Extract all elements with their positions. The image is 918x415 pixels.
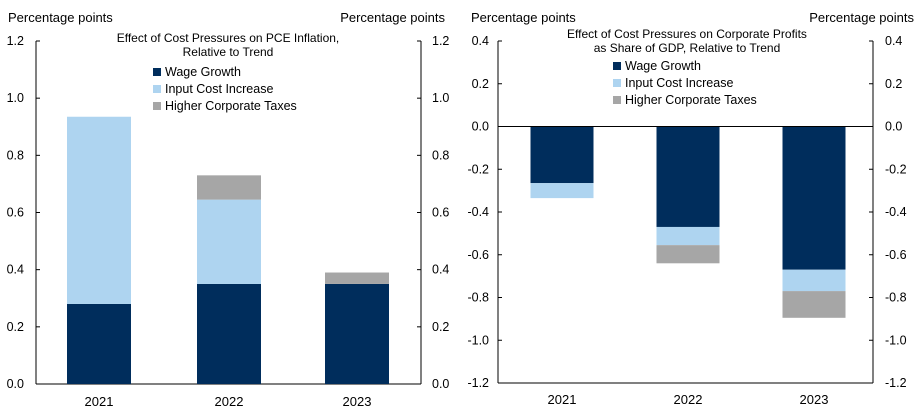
chart-title: Effect of Cost Pressures on Corporate Pr… [567,27,807,41]
legend-label: Wage Growth [165,65,241,79]
x-tick-label: 2023 [800,392,829,407]
bar-input-cost-increase-2022 [656,226,720,246]
left-axis-title: Percentage points [471,10,576,25]
y-tick-label-left: 0.4 [7,263,24,277]
y-tick-label-right: -0.8 [885,291,907,305]
legend-label: Higher Corporate Taxes [165,99,297,113]
y-tick-label-left: -0.2 [467,162,489,176]
x-tick-label: 2021 [85,394,114,409]
legend-label: Input Cost Increase [625,76,733,90]
legend-swatch-wage-growth [153,68,161,76]
y-tick-label-right: -1.2 [885,376,907,390]
bar-wage-growth-2023 [782,126,846,270]
pce-inflation-chart: 0.0 0.0 0.2 0.2 0.4 0.4 0.6 0.6 0.8 0.8 1.0 1.0 1.2 1… [7,31,450,409]
legend-label: Higher Corporate Taxes [625,93,757,107]
right-axis-title: Percentage points [809,10,914,25]
chart-subtitle: as Share of GDP, Relative to Trend [594,41,781,55]
y-tick-label-right: 1.2 [432,34,449,48]
bar-higher-corporate-taxes-2023 [782,291,846,318]
y-tick-label-left: 0.0 [7,377,24,391]
legend-label: Wage Growth [625,59,701,73]
y-tick-label-left: 1.0 [7,91,24,105]
y-tick-label-left: 0.2 [7,320,24,334]
y-tick-label-left: -0.8 [467,291,489,305]
y-tick-label-left: 0.4 [472,34,489,48]
bar-input-cost-increase-2023 [782,269,846,292]
y-tick-label-left: 0.8 [7,148,24,162]
y-tick-label-left: 0.0 [472,120,489,134]
bar-wage-growth-2023 [325,283,389,384]
pce-inflation-chart-panel: Percentage points Percentage points 0.0 0… [7,10,450,409]
corporate-profits-chart-panel: Percentage points Percentage points -1.2… [459,0,918,415]
y-tick-label-right: -0.2 [885,162,907,176]
legend-label: Input Cost Increase [165,82,273,96]
y-tick-label-right: 0.0 [432,377,449,391]
legend-swatch-higher-corporate-taxes [613,96,621,104]
bar-wage-growth-2022 [197,283,261,384]
y-tick-label-right: 0.6 [432,206,449,220]
y-tick-label-left: -1.2 [467,376,489,390]
right-axis-title: Percentage points [340,10,445,25]
x-tick-label: 2023 [343,394,372,409]
y-tick-label-right: -0.4 [885,205,907,219]
y-tick-label-left: -0.6 [467,248,489,262]
bar-input-cost-increase-2022 [197,199,261,284]
y-tick-label-right: 0.4 [885,34,902,48]
y-tick-label-right: 0.8 [432,148,449,162]
bar-wage-growth-2021 [67,303,131,384]
bar-higher-corporate-taxes-2023 [325,272,389,284]
y-tick-label-right: 0.0 [885,120,902,134]
bar-wage-growth-2021 [530,126,594,184]
bar-input-cost-increase-2021 [530,183,594,199]
y-tick-label-left: 0.2 [472,77,489,91]
bar-wage-growth-2022 [656,126,720,227]
y-tick-label-right: 0.2 [432,320,449,334]
y-tick-label-left: 0.6 [7,206,24,220]
x-tick-label: 2022 [215,394,244,409]
legend-swatch-higher-corporate-taxes [153,102,161,110]
corporate-profits-chart: -1.2 -1.2 -1.0 -1.0 -0.8 -0.8 -0.6 -0.6 -0.4 -0.4… [467,27,907,407]
y-tick-label-right: -0.6 [885,248,907,262]
left-axis-title: Percentage points [8,10,113,25]
y-tick-label-right: 1.0 [432,91,449,105]
x-tick-label: 2022 [674,392,703,407]
bar-higher-corporate-taxes-2022 [197,175,261,200]
x-tick-label: 2021 [548,392,577,407]
y-tick-label-right: 0.4 [432,263,449,277]
bar-input-cost-increase-2021 [67,116,131,304]
y-tick-label-left: -0.4 [467,205,489,219]
chart-title: Effect of Cost Pressures on PCE Inflatio… [117,31,340,45]
chart-subtitle: Relative to Trend [183,45,274,59]
bar-higher-corporate-taxes-2022 [656,245,720,264]
y-tick-label-right: -1.0 [885,333,907,347]
legend-swatch-input-cost-increase [613,79,621,87]
legend-swatch-wage-growth [613,62,621,70]
y-tick-label-right: 0.2 [885,77,902,91]
legend-swatch-input-cost-increase [153,85,161,93]
y-tick-label-left: 1.2 [7,34,24,48]
y-tick-label-left: -1.0 [467,333,489,347]
